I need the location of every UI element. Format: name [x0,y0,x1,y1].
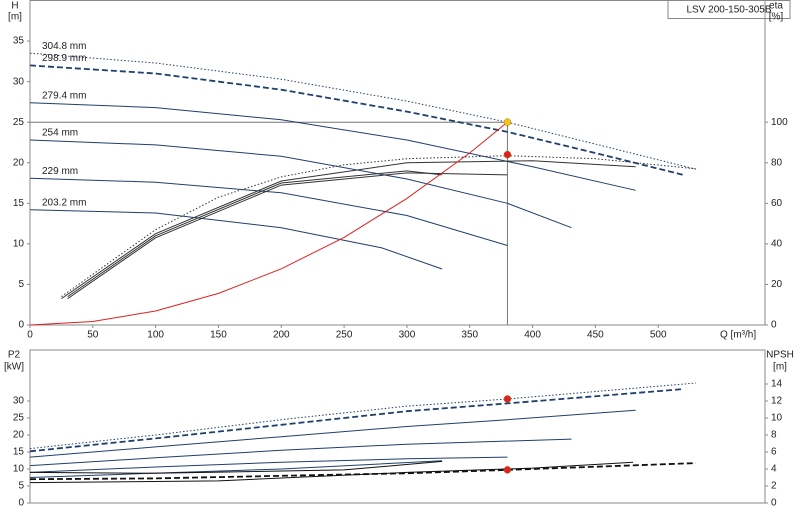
x-tick-label: 200 [273,330,290,341]
curve-label: 203.2 mm [42,197,86,208]
y-tick-label: 30 [13,396,25,407]
plot-frame [29,0,766,326]
y2-tick-label: 100 [771,117,788,128]
y-tick-label: 10 [13,239,25,250]
curve-label: 279.4 mm [42,90,86,101]
curve-label: 304.8 mm [42,41,86,52]
y2-axis-unit: [%] [769,12,784,23]
curve [29,139,572,229]
chart-title: LSV 200-150-305B [686,5,771,16]
y-tick-label: 25 [13,413,25,424]
y-tick-label: 20 [13,157,25,168]
curve [29,382,696,450]
y-tick-label: 0 [18,498,24,509]
x-axis-label: Q [m³/h] [720,330,756,341]
y-tick-label: 15 [13,198,25,209]
x-tick-label: 250 [336,330,353,341]
curve [67,170,443,298]
y-tick-label: 25 [13,117,25,128]
curve-label: 229 mm [42,166,78,177]
curve [29,460,443,478]
curve [29,121,508,326]
curve [29,388,684,453]
x-tick-label: 150 [210,330,227,341]
y2-tick-label: 80 [771,157,783,168]
y2-tick-label: 0 [771,498,777,509]
operating-point [503,466,512,474]
y-tick-label: 35 [13,36,25,47]
curve [29,177,508,246]
y-tick-label: 10 [13,464,25,475]
y2-tick-label: 0 [771,320,777,331]
curve [67,172,508,300]
x-tick-label: 350 [461,330,478,341]
curve [29,461,634,484]
y2-tick-label: 20 [771,279,783,290]
x-tick-label: 400 [524,330,541,341]
y-axis-label: H [11,1,18,12]
y2-tick-label: 12 [771,396,783,407]
y-tick-label: 15 [13,447,25,458]
y2-tick-label: 14 [771,379,783,390]
y2-tick-label: 8 [771,430,777,441]
x-tick-label: 500 [650,330,667,341]
operating-point [503,118,512,126]
x-tick-label: 450 [587,330,604,341]
y-axis-unit: [kW] [4,362,24,373]
x-tick-label: 0 [27,330,33,341]
curve [29,456,508,473]
y2-axis-label: NPSH [766,350,794,361]
x-tick-label: 50 [87,330,99,341]
y-tick-label: 0 [18,320,24,331]
y2-tick-label: 6 [771,447,777,458]
y-tick-label: 20 [13,430,25,441]
curve-label: 254 mm [42,128,78,139]
curve [29,209,443,270]
curve [61,160,636,300]
curve [29,460,443,474]
plot-frame [29,349,766,504]
operating-point [503,150,512,159]
x-tick-label: 300 [399,330,416,341]
y2-tick-label: 4 [771,464,777,475]
y2-axis-label: eta [769,1,783,12]
curve [29,64,684,176]
curve [29,409,636,458]
y-tick-label: 5 [18,279,24,290]
operating-point [503,395,512,403]
y2-axis-unit: [m] [773,362,787,373]
y-axis-unit: [m] [8,12,22,23]
curve [61,155,696,298]
y-tick-label: 5 [18,481,24,492]
curve-label: 298.9 mm [42,53,86,64]
curve [29,462,696,481]
y2-tick-label: 10 [771,413,783,424]
x-tick-label: 100 [147,330,164,341]
curve [29,102,636,191]
y2-tick-label: 60 [771,198,783,209]
y-tick-label: 30 [13,76,25,87]
curve [29,438,572,467]
y2-tick-label: 40 [771,239,783,250]
y-axis-label: P2 [8,350,21,361]
curve [29,52,697,170]
y2-tick-label: 2 [771,481,777,492]
